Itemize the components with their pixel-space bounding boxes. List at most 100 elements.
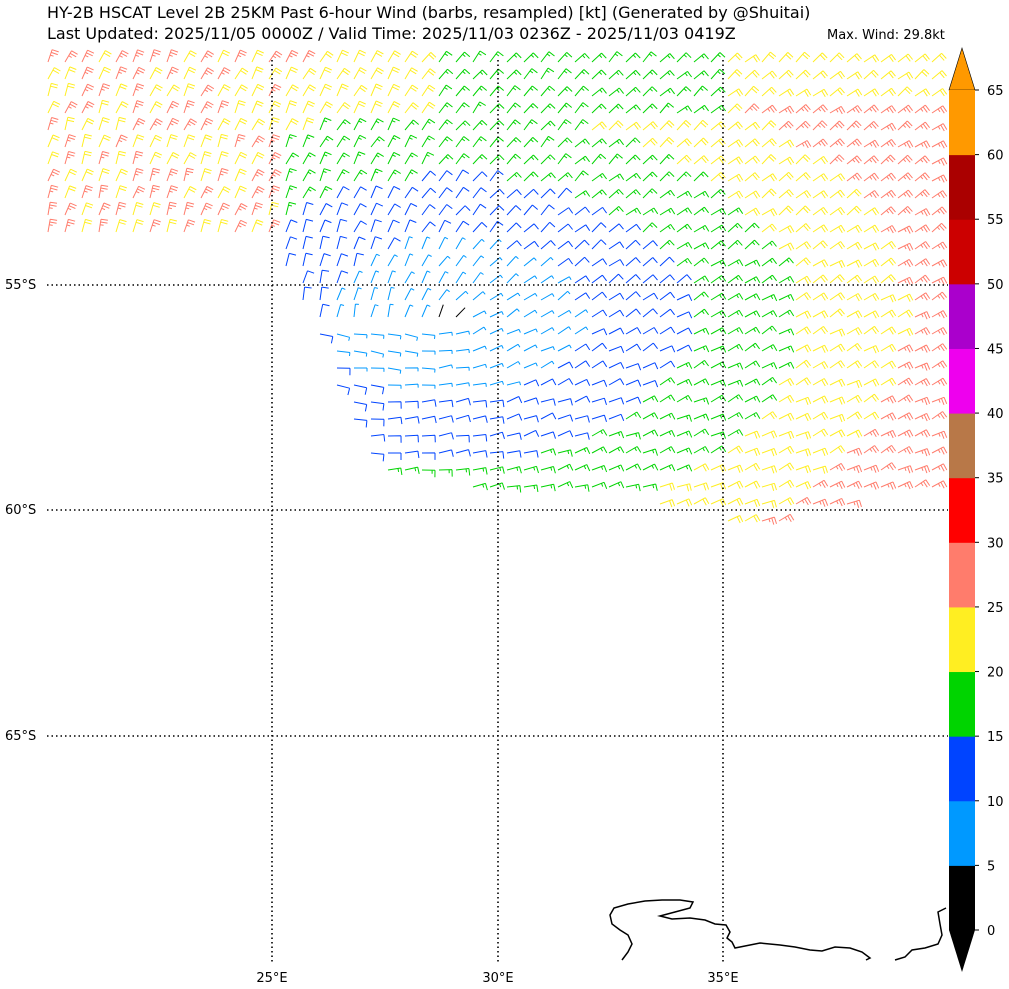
wind-barb bbox=[574, 378, 591, 386]
wind-barb bbox=[506, 137, 522, 148]
wind-barb bbox=[523, 257, 537, 267]
wind-barb bbox=[523, 171, 539, 182]
wind-barb bbox=[846, 293, 863, 302]
wind-barb bbox=[98, 117, 110, 131]
wind-barb bbox=[778, 328, 795, 336]
wind-barb bbox=[302, 152, 316, 165]
wind-barb bbox=[557, 309, 572, 318]
wind-barb bbox=[608, 69, 624, 80]
wind-barb bbox=[506, 413, 523, 421]
wind-barb bbox=[557, 276, 572, 284]
wind-barb bbox=[438, 364, 453, 369]
wind-barb bbox=[132, 185, 146, 199]
wind-barb bbox=[336, 304, 345, 318]
wind-barb bbox=[880, 53, 897, 63]
wind-barb bbox=[268, 169, 282, 182]
wind-barb bbox=[727, 445, 744, 454]
wind-barb bbox=[846, 274, 862, 284]
wind-barb bbox=[931, 343, 948, 352]
wind-barb bbox=[812, 465, 828, 474]
wind-barb bbox=[914, 258, 931, 267]
wind-barb bbox=[931, 105, 948, 114]
wind-barb bbox=[489, 292, 504, 301]
wind-barb bbox=[438, 255, 451, 267]
wind-barb bbox=[659, 256, 675, 267]
wind-barb bbox=[931, 411, 948, 420]
wind-barb bbox=[812, 447, 829, 456]
wind-barb bbox=[64, 151, 76, 165]
latitude-labels: 55°S 60°S 65°S bbox=[5, 278, 36, 744]
wind-barb bbox=[387, 185, 401, 199]
wind-barb bbox=[795, 496, 812, 506]
wind-barb bbox=[353, 270, 363, 284]
wind-barb bbox=[625, 446, 642, 454]
wind-barb bbox=[829, 462, 846, 472]
wind-barb bbox=[370, 83, 383, 97]
wind-barb bbox=[727, 88, 744, 97]
wind-barb bbox=[914, 448, 931, 457]
wind-barb bbox=[234, 134, 246, 148]
wind-barb bbox=[523, 137, 539, 148]
wind-barb bbox=[880, 138, 897, 148]
wind-barb bbox=[812, 155, 829, 165]
wind-barb bbox=[761, 325, 777, 335]
wind-barb bbox=[523, 379, 540, 387]
wind-barb bbox=[472, 415, 488, 423]
wind-barb bbox=[472, 69, 488, 80]
wind-barb bbox=[540, 154, 556, 165]
wind-barb bbox=[846, 105, 863, 114]
wind-barb bbox=[642, 103, 658, 114]
wind-barb bbox=[778, 462, 795, 471]
wind-barb bbox=[642, 69, 658, 80]
wind-barb bbox=[557, 378, 574, 386]
wind-barb bbox=[914, 104, 930, 114]
wind-barb bbox=[404, 236, 413, 250]
wind-barb bbox=[557, 102, 573, 114]
wind-barb bbox=[914, 362, 931, 371]
wind-barb bbox=[370, 185, 383, 199]
wind-barb bbox=[574, 275, 591, 284]
wind-barb bbox=[557, 326, 572, 335]
wind-barb bbox=[914, 311, 931, 320]
wind-barb bbox=[625, 207, 642, 216]
wind-barb bbox=[234, 185, 247, 199]
wind-barb bbox=[659, 171, 675, 182]
wind-barb bbox=[778, 52, 794, 63]
wind-barb bbox=[846, 394, 863, 404]
wind-barb bbox=[557, 463, 574, 471]
wind-barb bbox=[387, 66, 400, 80]
wind-barb bbox=[931, 206, 947, 216]
wind-barb bbox=[676, 327, 693, 335]
wind-barb bbox=[625, 432, 641, 440]
wind-barb bbox=[829, 173, 846, 182]
wind-barb bbox=[880, 395, 897, 404]
wind-barb bbox=[438, 204, 453, 216]
wind-barb bbox=[557, 119, 572, 131]
wind-barb bbox=[693, 397, 710, 405]
wind-barb bbox=[914, 465, 931, 474]
wind-barb bbox=[268, 219, 281, 233]
wind-barb bbox=[489, 51, 504, 63]
wind-barb bbox=[506, 172, 522, 182]
wind-barb bbox=[353, 418, 368, 428]
wind-barb bbox=[540, 431, 556, 439]
wind-barb bbox=[608, 153, 623, 165]
wind-barb bbox=[829, 396, 846, 405]
colorbar-upper-extension bbox=[948, 46, 976, 91]
colorbar-segment bbox=[949, 348, 975, 414]
wind-barb bbox=[897, 172, 913, 182]
wind-barb bbox=[795, 431, 812, 440]
wind-barb bbox=[455, 271, 467, 284]
wind-barb bbox=[421, 118, 436, 131]
wind-barb bbox=[149, 219, 161, 233]
wind-barb bbox=[642, 257, 658, 267]
wind-barb bbox=[421, 170, 437, 182]
wind-barb bbox=[370, 418, 385, 427]
wind-barb bbox=[591, 342, 607, 352]
wind-barb bbox=[302, 286, 312, 301]
wind-barb bbox=[472, 101, 486, 114]
wind-barb bbox=[64, 185, 77, 199]
wind-barb bbox=[863, 121, 879, 131]
wind-barb bbox=[149, 49, 161, 63]
wind-barb bbox=[506, 450, 522, 458]
